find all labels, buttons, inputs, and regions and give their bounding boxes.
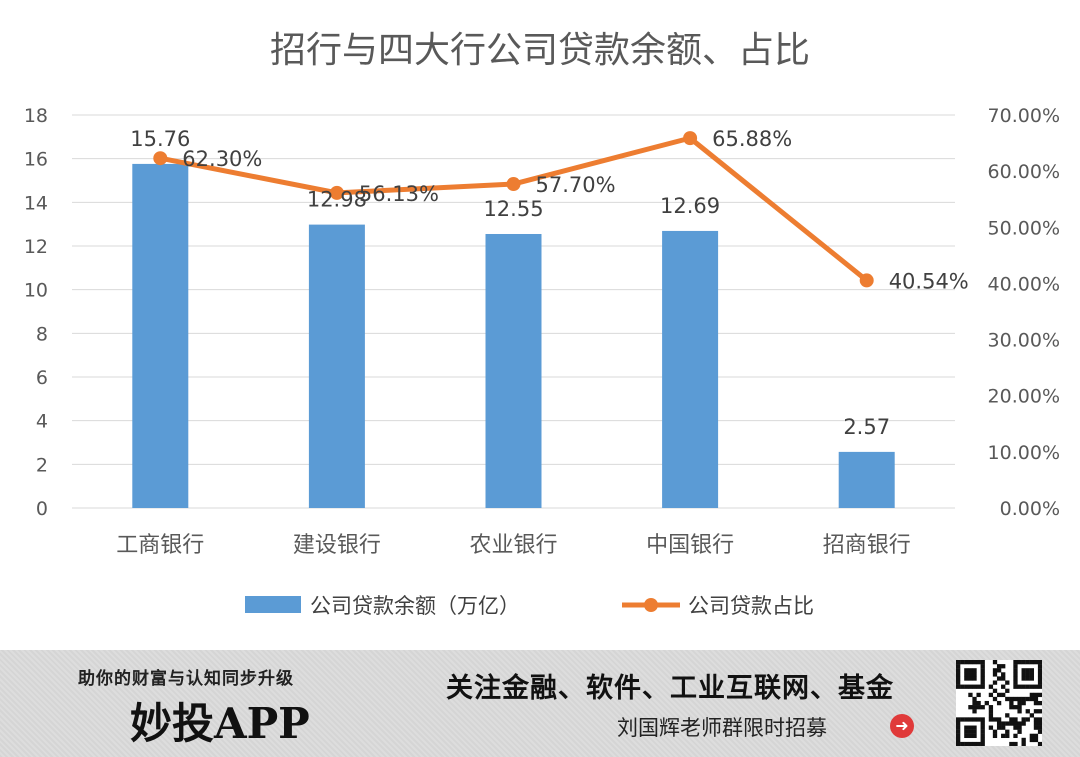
qr-code-graphic xyxy=(956,660,1043,747)
banner-focus-text: 关注金融、软件、工业互联网、基金 xyxy=(446,673,894,704)
legend-label-bar: 公司贷款余额（万亿） xyxy=(310,594,520,618)
y-left-tick-label: 6 xyxy=(36,367,48,389)
legend-swatch-bar xyxy=(245,596,301,613)
bar xyxy=(308,224,365,508)
y-left-tick-label: 10 xyxy=(24,280,48,302)
bar-series xyxy=(132,163,895,508)
line-data-label: 62.30% xyxy=(182,147,262,171)
y-left-tick-label: 14 xyxy=(24,192,48,214)
line-data-label: 65.88% xyxy=(712,127,792,151)
line-data-label: 57.70% xyxy=(536,173,616,197)
x-tick-label: 工商银行 xyxy=(116,533,204,558)
promo-banner: 助你的财富与认知同步升级 妙投APP 关注金融、软件、工业互联网、基金 刘国辉老… xyxy=(0,650,1080,757)
y-left-tick-label: 12 xyxy=(24,236,48,258)
y-left-tick-label: 2 xyxy=(36,454,48,476)
y-left-tick-label: 16 xyxy=(24,149,48,171)
line-data-label: 40.54% xyxy=(889,269,969,293)
line-data-label: 56.13% xyxy=(359,182,439,206)
line-point xyxy=(153,151,168,166)
y-left-tick-label: 0 xyxy=(36,498,48,520)
banner-app-name: 妙投APP xyxy=(130,699,310,748)
line-point xyxy=(859,273,874,288)
line-point xyxy=(506,177,521,192)
bar-data-label: 12.69 xyxy=(660,194,720,218)
y-left-tick-label: 4 xyxy=(36,411,48,433)
y-right-tick-label: 70.00% xyxy=(988,105,1060,127)
x-tick-label: 建设银行 xyxy=(293,533,381,558)
y-left-tick-label: 8 xyxy=(36,323,48,345)
bar-data-label: 12.98 xyxy=(307,188,367,212)
y-right-tick-label: 0.00% xyxy=(1000,498,1060,520)
bar xyxy=(662,230,719,508)
axis-ticks: 0 2 4 6 8 10 12 14 16 18 0.00% 10.00% 20.00% 30.00% 40… xyxy=(24,105,1060,558)
legend: 公司贷款余额（万亿） 公司贷款占比 xyxy=(245,594,814,618)
line-point xyxy=(329,185,344,200)
qr-code-icon[interactable] xyxy=(956,660,1043,747)
combo-chart: 0 2 4 6 8 10 12 14 16 18 0.00% 10.00% 20.00% 30.00% 40… xyxy=(24,30,1060,618)
y-right-tick-label: 50.00% xyxy=(988,217,1060,239)
y-right-tick-label: 60.00% xyxy=(988,161,1060,183)
bar xyxy=(132,163,189,508)
banner-slogan: 助你的财富与认知同步升级 xyxy=(78,669,294,689)
x-tick-label: 中国银行 xyxy=(646,533,734,558)
y-left-tick-label: 18 xyxy=(24,105,48,127)
line-point xyxy=(683,131,698,146)
x-tick-label: 招商银行 xyxy=(823,533,911,558)
line-series xyxy=(153,131,874,288)
data-labels: 15.76 12.98 12.55 12.69 2.57 62.30% 56.13% 57.7… xyxy=(130,127,969,439)
y-right-tick-label: 30.00% xyxy=(988,330,1060,352)
x-tick-label: 农业银行 xyxy=(469,533,557,558)
bar xyxy=(485,233,542,508)
bar xyxy=(838,451,895,508)
bar-data-label: 15.76 xyxy=(130,127,190,151)
y-right-tick-label: 20.00% xyxy=(988,386,1060,408)
right-arrow-circle-icon[interactable]: ➜ xyxy=(890,714,914,738)
banner-recruit-text: 刘国辉老师群限时招募 xyxy=(617,716,827,740)
y-right-tick-label: 10.00% xyxy=(988,442,1060,464)
chart-title: 招行与四大行公司贷款余额、占比 xyxy=(270,30,810,71)
chart-area: 0 2 4 6 8 10 12 14 16 18 0.00% 10.00% 20.00% 30.00% 40… xyxy=(23,30,1060,618)
y-right-tick-label: 40.00% xyxy=(988,273,1060,295)
bar-data-label: 2.57 xyxy=(843,415,890,439)
bar-data-label: 12.55 xyxy=(483,197,543,221)
legend-marker-line xyxy=(644,598,658,612)
legend-label-line: 公司贷款占比 xyxy=(688,594,814,618)
